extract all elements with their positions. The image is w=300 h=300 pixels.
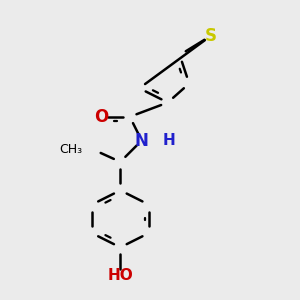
Text: HO: HO [107,268,133,284]
Text: CH₃: CH₃ [59,143,82,157]
Text: O: O [94,108,108,126]
Text: S: S [205,27,217,45]
Text: N: N [135,131,148,149]
Text: H: H [163,133,176,148]
